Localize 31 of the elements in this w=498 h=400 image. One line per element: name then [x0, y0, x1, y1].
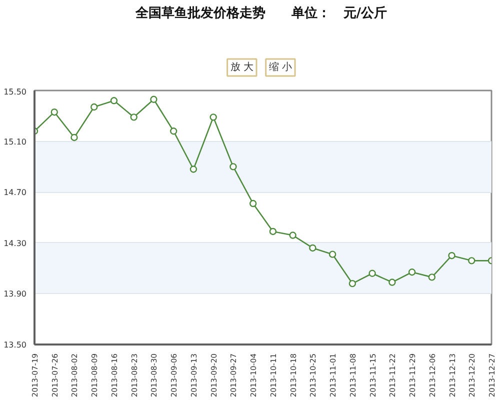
- point: [408, 268, 416, 276]
- point: [210, 114, 217, 121]
- point: [368, 270, 376, 277]
- point: [468, 257, 476, 264]
- point: [428, 274, 436, 281]
- y-tick-label: 13.90: [4, 290, 27, 299]
- point: [170, 128, 178, 135]
- point: [269, 228, 277, 236]
- point: [348, 280, 356, 288]
- point: [309, 244, 316, 252]
- y-tick-label: 14.70: [4, 188, 27, 198]
- chart-title: 全国草鱼批发价格走势 单位： 元/公斤: [134, 5, 388, 21]
- y-tick-label: 15.10: [4, 137, 27, 146]
- y-tick-label: 14.30: [4, 238, 27, 248]
- point: [230, 163, 237, 170]
- point: [130, 114, 138, 121]
- point: [90, 103, 98, 111]
- point: [190, 166, 198, 173]
- point: [249, 200, 257, 208]
- point: [448, 252, 456, 260]
- point: [388, 278, 396, 286]
- text: 缩 小: [268, 61, 292, 73]
- y-tick-label: 13.50: [4, 340, 27, 350]
- point: [328, 250, 336, 258]
- point: [70, 134, 78, 142]
- point: [150, 96, 158, 103]
- point: [110, 97, 118, 104]
- point: [289, 232, 296, 239]
- point: [50, 108, 58, 116]
- text: 放 大: [230, 61, 254, 73]
- y-tick-label: 15.50: [4, 88, 27, 96]
